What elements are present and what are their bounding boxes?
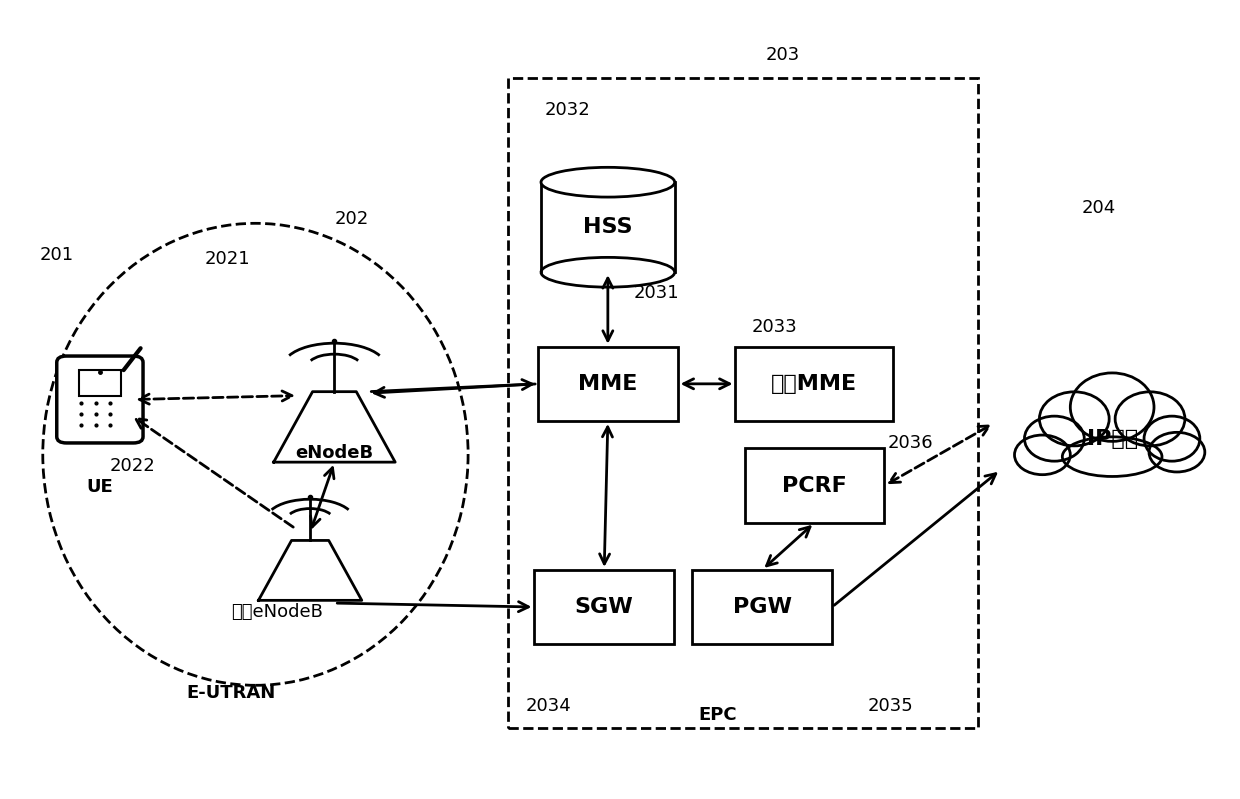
FancyBboxPatch shape [538,347,678,421]
Ellipse shape [1039,392,1109,446]
Ellipse shape [541,167,675,197]
Ellipse shape [1115,392,1185,446]
Text: 2035: 2035 [868,698,914,715]
Polygon shape [258,540,362,600]
Text: 2036: 2036 [888,434,932,451]
Text: HSS: HSS [583,217,632,237]
FancyBboxPatch shape [57,356,143,443]
Ellipse shape [1024,416,1084,461]
Ellipse shape [1070,373,1154,441]
Text: MME: MME [578,374,637,394]
FancyBboxPatch shape [692,570,832,644]
Text: 2021: 2021 [205,249,250,268]
FancyBboxPatch shape [508,78,978,729]
Text: E-UTRAN: E-UTRAN [186,684,275,702]
FancyBboxPatch shape [78,370,122,396]
Text: UE: UE [87,478,113,496]
Text: eNodeB: eNodeB [295,443,373,462]
Text: 201: 201 [40,245,73,264]
FancyBboxPatch shape [744,448,884,523]
Text: EPC: EPC [698,706,737,724]
Text: 其它MME: 其它MME [771,374,858,394]
Text: 202: 202 [335,210,368,229]
Ellipse shape [1014,435,1070,475]
Ellipse shape [42,224,467,686]
Text: IP业务: IP业务 [1086,428,1138,449]
Text: 204: 204 [1081,199,1116,217]
Ellipse shape [1145,416,1200,461]
Polygon shape [274,392,396,462]
FancyBboxPatch shape [541,182,675,272]
Text: PGW: PGW [733,597,791,617]
Text: 2033: 2033 [751,318,797,336]
Text: 2032: 2032 [544,101,590,119]
Ellipse shape [1149,432,1205,472]
Text: 其它eNodeB: 其它eNodeB [232,603,324,622]
Ellipse shape [1003,348,1221,529]
Ellipse shape [1063,437,1162,476]
Text: SGW: SGW [575,597,634,617]
Text: 2034: 2034 [526,698,570,715]
Text: 2022: 2022 [109,457,155,475]
FancyBboxPatch shape [735,347,893,421]
Text: PCRF: PCRF [782,475,847,495]
Text: 2031: 2031 [634,284,680,302]
FancyBboxPatch shape [534,570,675,644]
Text: 203: 203 [766,46,800,64]
